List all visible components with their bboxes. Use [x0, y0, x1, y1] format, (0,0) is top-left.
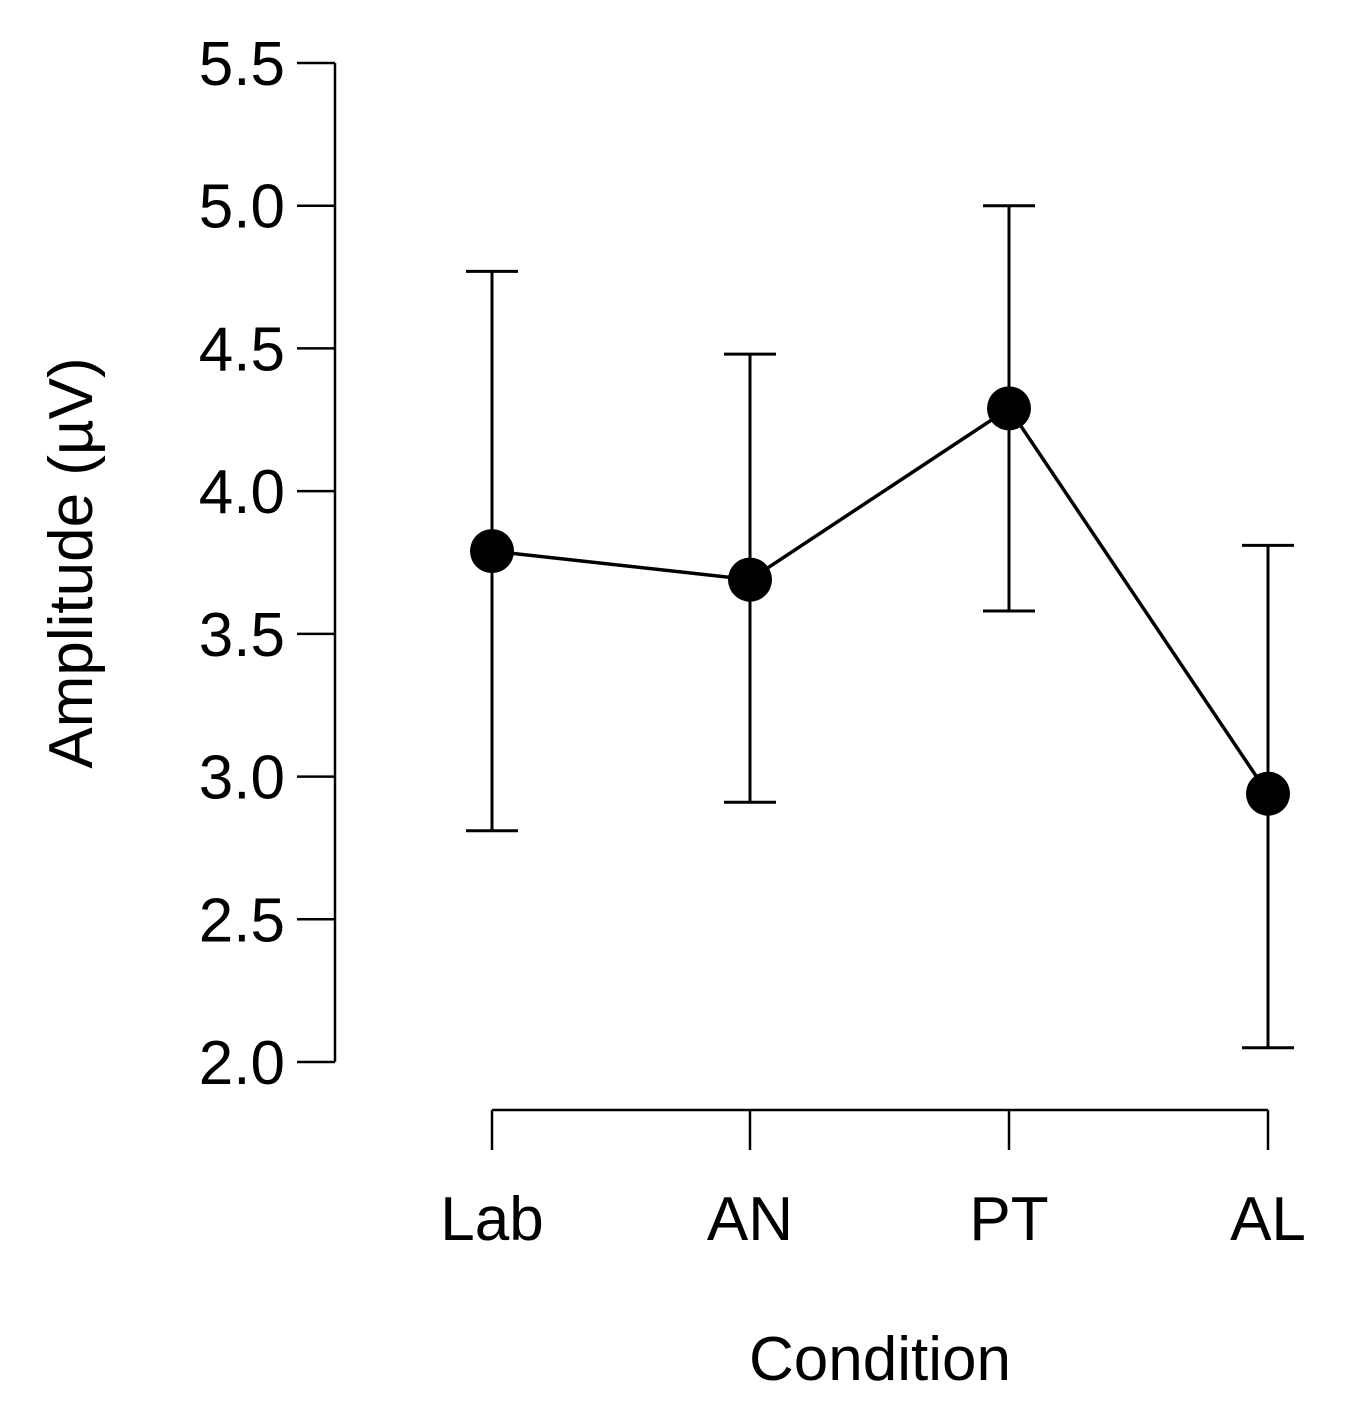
data-point [1246, 771, 1290, 816]
x-tick-label: PT [969, 1185, 1048, 1254]
y-tick-label: 4.5 [199, 315, 285, 384]
data-point [470, 529, 514, 574]
y-tick-label: 2.0 [199, 1029, 285, 1098]
error-bars [466, 204, 1294, 1050]
y-tick-label: 3.5 [199, 601, 285, 670]
series-line [491, 405, 1270, 795]
x-tick-label: Lab [440, 1185, 543, 1254]
y-tick-label: 5.5 [199, 30, 285, 99]
x-tick-label: AL [1230, 1185, 1306, 1254]
y-tick-label: 2.5 [199, 886, 285, 955]
x-tick-label: AN [707, 1185, 793, 1254]
y-axis: 2.0 2.5 3.0 3.5 4.0 4.5 5.0 5.5 [199, 30, 337, 1098]
series-group [470, 386, 1290, 816]
y-tick-label: 5.0 [199, 173, 285, 242]
x-axis: Lab AN PT AL [440, 1108, 1306, 1254]
x-axis-title: Condition [749, 1325, 1011, 1394]
data-point [728, 557, 772, 602]
y-tick-label: 3.0 [199, 744, 285, 813]
y-tick-label: 4.0 [199, 458, 285, 527]
y-axis-title: Amplitude (µV) [37, 357, 106, 768]
data-point [987, 386, 1031, 431]
